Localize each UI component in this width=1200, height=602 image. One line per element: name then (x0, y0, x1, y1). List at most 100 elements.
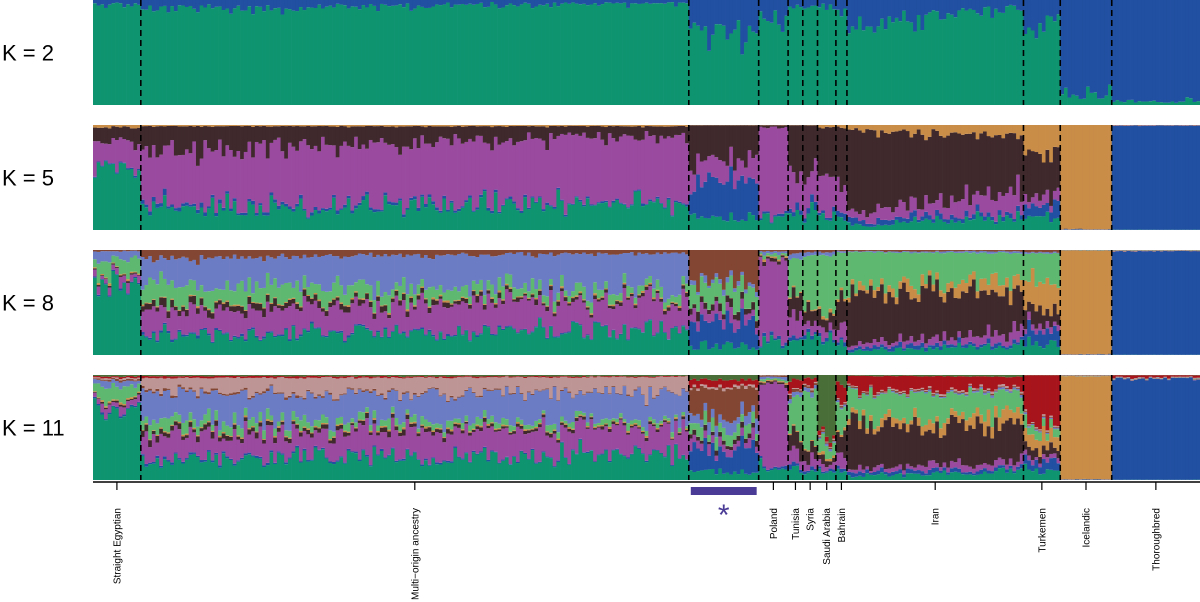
bar-segment (946, 283, 951, 292)
bar-segment (626, 299, 631, 340)
bar-segment (534, 202, 539, 230)
bar-segment (629, 293, 634, 294)
bar-segment (107, 404, 112, 413)
bar-segment (810, 326, 815, 336)
bar-segment (865, 250, 870, 252)
bar-segment (309, 304, 315, 322)
bar-segment (118, 274, 123, 276)
bar-segment (170, 398, 175, 417)
bar-segment (203, 459, 208, 462)
bar-segment (975, 291, 980, 299)
bar-segment (96, 377, 101, 379)
bar-segment (861, 132, 866, 211)
bar-segment (979, 290, 984, 338)
bar-segment (126, 250, 131, 252)
bar-segment (534, 126, 539, 138)
bar-segment (177, 155, 182, 208)
bar-segment (104, 375, 109, 377)
bar-segment (126, 126, 131, 141)
bar-segment (262, 307, 267, 309)
bar-segment (784, 126, 789, 211)
bar-segment (166, 250, 171, 260)
bar-segment (1052, 321, 1057, 326)
bar-segment (1027, 208, 1032, 216)
bar-segment (615, 141, 620, 199)
bar-segment (821, 341, 826, 345)
bar-segment (115, 140, 120, 173)
bar-segment (604, 2, 609, 105)
bar-segment (817, 308, 822, 326)
bar-segment (247, 296, 252, 305)
bar-segment (515, 6, 520, 106)
bar-segment (137, 379, 142, 381)
bar-segment (309, 215, 315, 230)
bar-segment (784, 342, 789, 346)
bar-segment (276, 205, 281, 210)
bar-segment (383, 305, 388, 312)
bar-segment (549, 284, 554, 287)
bar-segment (685, 283, 690, 292)
bar-segment (578, 282, 583, 292)
bar-segment (1030, 30, 1035, 106)
bar-segment (218, 430, 223, 436)
bar-segment (637, 190, 642, 230)
bar-segment (107, 296, 112, 355)
bar-segment (93, 3, 98, 105)
bar-segment (1023, 218, 1028, 230)
bar-segment (93, 375, 98, 377)
bar-segment (100, 165, 105, 167)
bar-segment (229, 395, 234, 428)
bar-segment (284, 125, 289, 127)
bar-segment (784, 125, 789, 127)
bar-segment (596, 250, 601, 253)
bar-segment (317, 210, 322, 214)
bar-segment (909, 0, 914, 23)
bar-segment (832, 251, 837, 255)
bar-segment (894, 297, 899, 305)
bar-segment (207, 208, 212, 230)
bar-segment (504, 250, 509, 253)
bar-segment (457, 299, 462, 301)
bar-segment (159, 465, 164, 468)
bar-segment (151, 461, 156, 464)
bar-segment (740, 342, 745, 355)
bar-segment (195, 12, 201, 105)
bar-segment (968, 251, 973, 254)
bar-segment (394, 127, 399, 148)
bar-segment (670, 0, 675, 3)
bar-segment (269, 302, 274, 305)
bar-segment (622, 126, 627, 135)
bar-segment (725, 221, 730, 230)
bar-segment (508, 250, 513, 253)
bar-segment (1038, 305, 1043, 324)
bar-segment (210, 250, 215, 259)
bar-segment (460, 4, 465, 106)
bar-segment (295, 125, 300, 127)
bar-segment (986, 250, 991, 252)
bar-segment (251, 258, 256, 294)
bar-segment (593, 250, 598, 257)
bar-segment (526, 126, 531, 133)
bar-segment (983, 278, 988, 291)
bar-segment (339, 0, 344, 5)
bar-segment (902, 10, 907, 106)
bar-segment (438, 5, 443, 105)
bar-segment (747, 177, 752, 213)
bar-segment (975, 204, 980, 212)
bar-segment (188, 412, 193, 421)
bar-segment (913, 210, 918, 217)
bar-segment (655, 3, 660, 105)
bar-segment (1049, 222, 1054, 230)
bar-segment (556, 336, 561, 338)
bar-segment (582, 204, 587, 207)
bar-segment (637, 285, 642, 295)
bar-segment (637, 0, 642, 4)
bar-segment (1126, 0, 1131, 100)
bar-segment (96, 162, 101, 230)
bar-segment (773, 338, 778, 341)
bar-segment (523, 328, 528, 330)
bar-segment (291, 325, 296, 327)
bar-segment (773, 215, 778, 217)
bar-segment (707, 125, 712, 157)
bar-segment (339, 4, 344, 106)
